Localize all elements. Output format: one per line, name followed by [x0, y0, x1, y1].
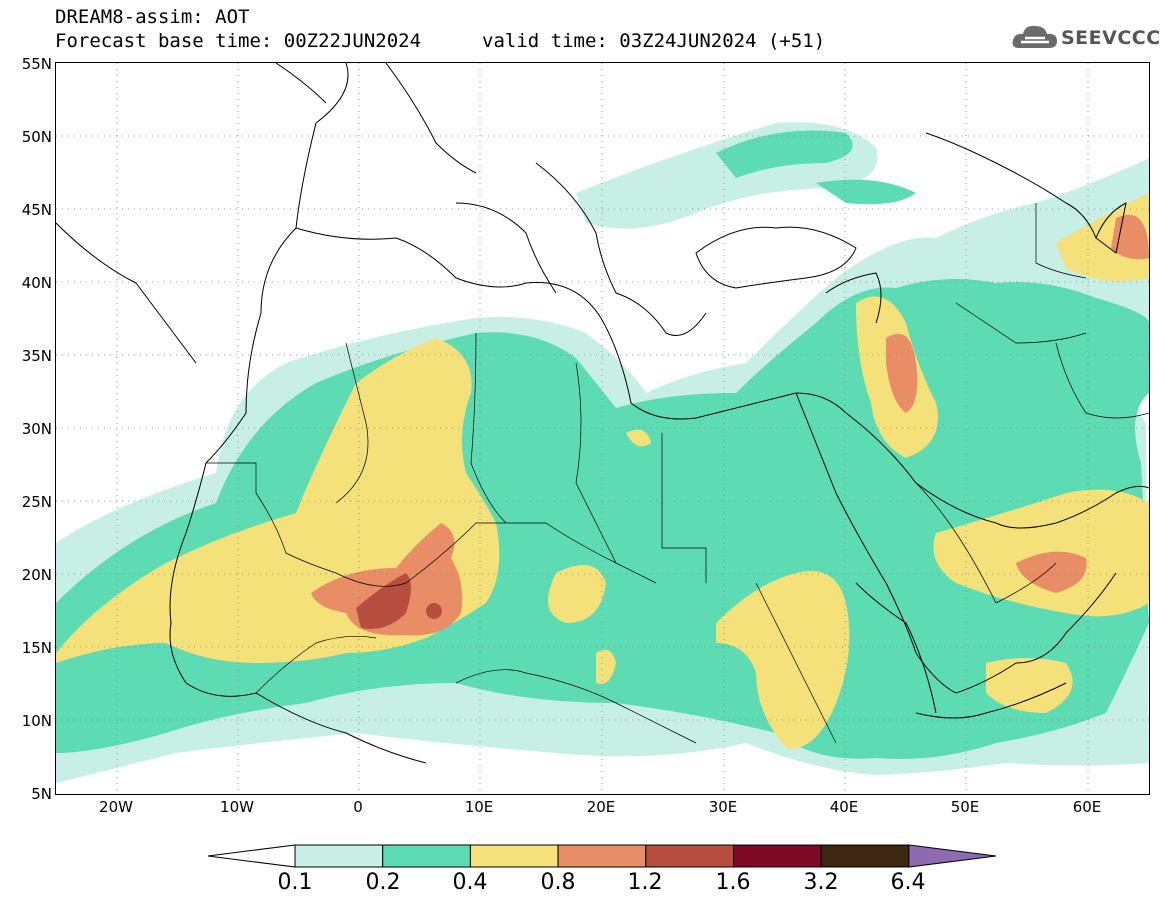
legend-arrow-low: [207, 844, 296, 868]
lat-label-45n: 45N: [21, 201, 52, 219]
legend-label-0.1: 0.1: [277, 870, 313, 895]
forecast-base-time: Forecast base time: 00Z22JUN2024: [55, 30, 422, 52]
aot-map: [56, 63, 1149, 794]
lon-label-40e: 40E: [829, 798, 859, 816]
borders: [206, 203, 1149, 744]
lat-label-35n: 35N: [21, 347, 52, 365]
lat-label-10n: 10N: [21, 712, 52, 730]
aot-contour-1.2: [356, 573, 442, 629]
lon-label-10e: 10E: [464, 798, 494, 816]
cloud-icon: [1012, 25, 1057, 48]
lon-label-30e: 30E: [708, 798, 738, 816]
legend-swatch-0.4: [469, 844, 559, 868]
legend-swatch-1.6: [733, 844, 822, 868]
valid-time: valid time: 03Z24JUN2024 (+51): [482, 30, 826, 52]
lat-label-15n: 15N: [21, 639, 52, 657]
lon-label-20w: 20W: [99, 798, 133, 816]
lon-label-60e: 60E: [1072, 798, 1102, 816]
legend-label-1.6: 1.6: [715, 870, 751, 895]
legend-swatch-0.1: [294, 844, 384, 868]
lon-label-10w: 10W: [220, 798, 254, 816]
lat-label-25n: 25N: [21, 493, 52, 511]
lat-label-55n: 55N: [21, 55, 52, 73]
lon-label-20e: 20E: [586, 798, 616, 816]
lon-label-0: 0: [353, 798, 363, 816]
legend-label-0.4: 0.4: [452, 870, 488, 895]
legend-label-1.2: 1.2: [627, 870, 663, 895]
graticule: [56, 63, 1149, 794]
legend-label-0.8: 0.8: [540, 870, 576, 895]
logo-text: SEEVCCC: [1061, 27, 1161, 49]
lon-label-50e: 50E: [950, 798, 980, 816]
coastlines: [56, 63, 1149, 764]
legend-swatch-0.8: [557, 844, 647, 868]
map-panel: [55, 62, 1150, 795]
legend-arrow-high: [908, 844, 997, 868]
legend-label-0.2: 0.2: [365, 870, 401, 895]
map-title: DREAM8-assim: AOT: [55, 6, 250, 28]
legend-swatch-0.2: [382, 844, 471, 868]
seevccc-logo: SEEVCCC: [1011, 22, 1160, 58]
lat-label-50n: 50N: [21, 128, 52, 146]
legend-swatch-1.2: [645, 844, 734, 868]
aot-contour-0.8: [311, 214, 1149, 636]
legend-label-6.4: 6.4: [890, 870, 926, 895]
lat-label-40n: 40N: [21, 274, 52, 292]
legend-label-3.2: 3.2: [803, 870, 839, 895]
legend-swatch-3.2: [820, 844, 910, 868]
lat-label-5n: 5N: [31, 785, 52, 803]
lat-label-20n: 20N: [21, 566, 52, 584]
lat-label-30n: 30N: [21, 420, 52, 438]
